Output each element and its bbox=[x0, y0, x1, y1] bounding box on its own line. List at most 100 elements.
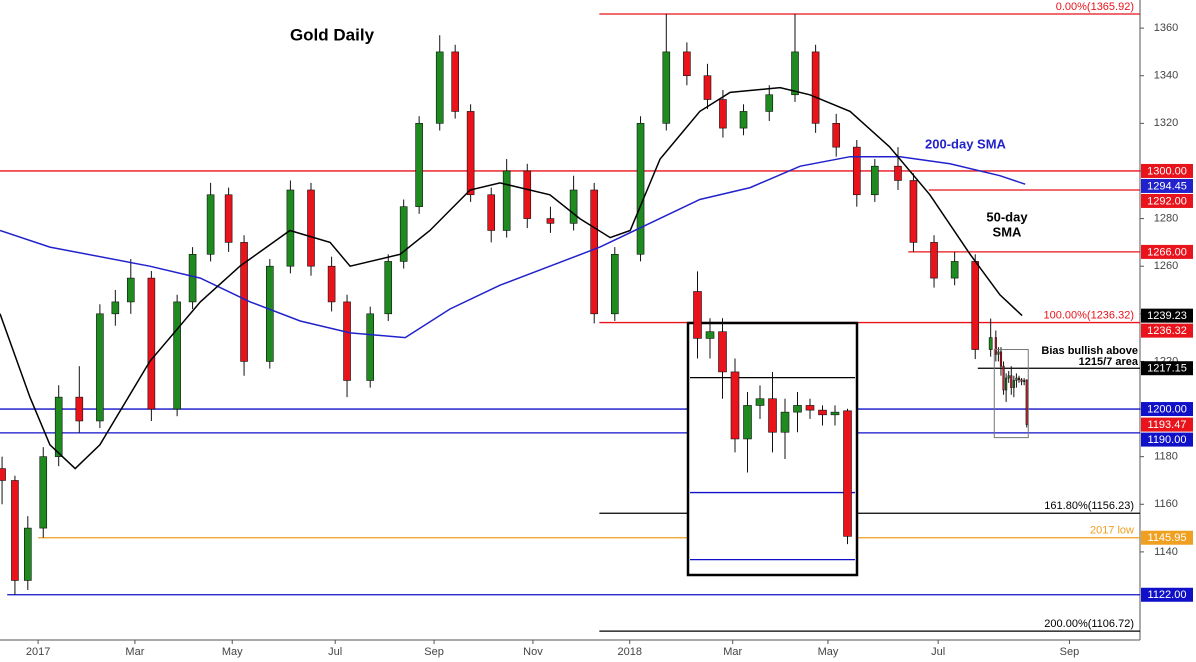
candle-body bbox=[636, 123, 645, 255]
inset-frame bbox=[686, 321, 859, 577]
y-tick-label: 1280 bbox=[1154, 212, 1178, 224]
y-tick-label: 1180 bbox=[1154, 451, 1178, 463]
candle-body bbox=[546, 218, 555, 224]
candle-body bbox=[487, 194, 496, 231]
price-box bbox=[1141, 587, 1193, 602]
price-box bbox=[1141, 163, 1193, 178]
price-box bbox=[1141, 178, 1193, 193]
candle-body bbox=[843, 410, 852, 537]
candle-body bbox=[739, 111, 748, 129]
candle-body bbox=[1010, 375, 1013, 388]
candle-body bbox=[188, 253, 197, 303]
x-tick-label: Mar bbox=[125, 646, 144, 658]
candle-body bbox=[683, 51, 691, 77]
candle-body bbox=[96, 313, 104, 422]
price-box-label: 1200.00 bbox=[1147, 403, 1187, 415]
candle-body bbox=[894, 165, 902, 181]
price-box-label: 1292.00 bbox=[1147, 195, 1187, 207]
price-box-label: 1294.45 bbox=[1147, 180, 1187, 192]
candle-body bbox=[1017, 377, 1021, 381]
candle-body bbox=[811, 51, 820, 124]
inset bbox=[686, 271, 1029, 577]
x-tick-label: May bbox=[818, 646, 839, 658]
candle-body bbox=[743, 405, 752, 440]
x-tick-label: 2018 bbox=[617, 646, 641, 658]
candle-body bbox=[1007, 375, 1010, 379]
y-tick-label: 1160 bbox=[1154, 498, 1178, 510]
candle-body bbox=[327, 265, 336, 303]
candle-body bbox=[950, 261, 959, 279]
candle-body bbox=[719, 99, 727, 129]
candle-body bbox=[999, 351, 1003, 367]
candle-body bbox=[111, 301, 120, 315]
price-box-label: 1266.00 bbox=[1147, 246, 1187, 258]
price-box bbox=[1141, 530, 1193, 545]
candle-body bbox=[523, 170, 532, 219]
sma-label: 200-day SMA bbox=[925, 136, 1007, 151]
candle-body bbox=[240, 242, 248, 362]
candle-body bbox=[435, 51, 444, 124]
annotation: 1215/7 area bbox=[1079, 356, 1139, 368]
price-box bbox=[1141, 323, 1193, 338]
candle-body bbox=[997, 351, 1000, 355]
level-text: 2017 low bbox=[1090, 525, 1134, 537]
price-box-label: 1300.00 bbox=[1147, 165, 1187, 177]
price-box-label: 1239.23 bbox=[1147, 310, 1187, 322]
candle-body bbox=[703, 75, 712, 100]
candle-body bbox=[126, 277, 135, 303]
price-box bbox=[1141, 244, 1193, 259]
candle-body bbox=[988, 337, 993, 350]
level-text: 161.80%(1156.23) bbox=[1044, 500, 1134, 512]
candle-body bbox=[147, 277, 156, 410]
candle-body bbox=[1020, 379, 1023, 382]
y-tick-label: 1260 bbox=[1154, 260, 1178, 272]
price-box bbox=[1141, 308, 1193, 323]
candle-body bbox=[1023, 380, 1026, 382]
candle-body bbox=[502, 170, 511, 231]
axes: 1140116011801200122012401260128013001320… bbox=[26, 22, 1193, 658]
candle-body bbox=[54, 396, 63, 457]
price-box bbox=[1141, 361, 1193, 376]
candle-body bbox=[399, 206, 408, 262]
candle-body bbox=[768, 398, 777, 433]
candle-body bbox=[832, 123, 841, 148]
candle-body bbox=[780, 411, 790, 433]
candle-body bbox=[569, 189, 578, 224]
candle-body bbox=[466, 111, 475, 196]
candle-body bbox=[830, 411, 840, 416]
candle-body bbox=[75, 396, 84, 422]
price-box bbox=[1141, 432, 1193, 447]
price-box-label: 1236.32 bbox=[1147, 325, 1187, 337]
candle-body bbox=[853, 146, 861, 196]
candle-body bbox=[805, 405, 815, 411]
sma-line bbox=[0, 86, 1023, 470]
level-text: 200.00%(1106.72) bbox=[1044, 618, 1134, 630]
price-box bbox=[1141, 417, 1193, 432]
x-tick-label: Nov bbox=[523, 646, 543, 658]
candle-body bbox=[818, 409, 827, 416]
candle-body bbox=[366, 313, 375, 381]
zoom-region bbox=[993, 349, 1029, 439]
candle-body bbox=[266, 265, 274, 362]
price-box-label: 1193.47 bbox=[1148, 419, 1187, 431]
level-text: 0.00%(1365.92) bbox=[1056, 1, 1134, 13]
price-box-label: 1122.00 bbox=[1148, 589, 1187, 601]
candle-body bbox=[1025, 379, 1028, 425]
candle-body bbox=[1012, 380, 1015, 388]
candle-body bbox=[610, 253, 619, 315]
candle-body bbox=[662, 51, 671, 124]
candle-body bbox=[206, 194, 215, 255]
y-tick-label: 1340 bbox=[1154, 70, 1178, 82]
candle-body bbox=[343, 301, 351, 381]
annotation: Bias bullish above bbox=[1041, 345, 1138, 357]
price-box bbox=[1141, 193, 1193, 208]
price-box bbox=[1141, 402, 1193, 417]
candle-body bbox=[24, 527, 32, 581]
chart-title: Gold Daily bbox=[290, 25, 375, 44]
candle-body bbox=[765, 94, 774, 112]
y-tick-label: 1320 bbox=[1154, 117, 1178, 129]
x-tick-label: May bbox=[222, 646, 243, 658]
